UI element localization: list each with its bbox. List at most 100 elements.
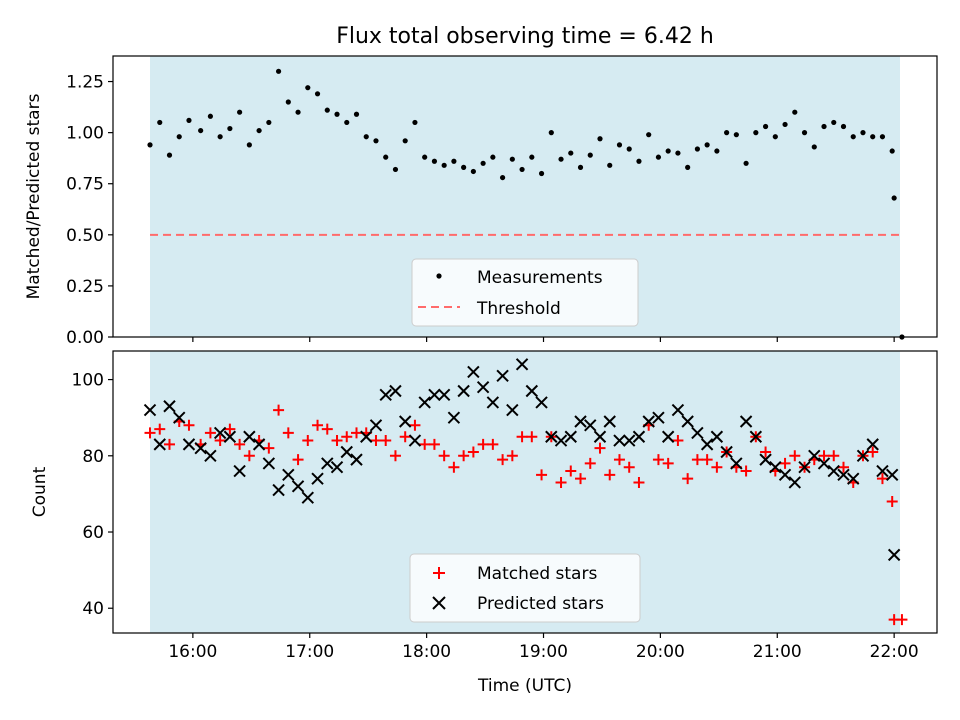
matched-star-point: [604, 469, 616, 481]
measurement-point: [529, 154, 535, 160]
measurement-point: [577, 164, 584, 170]
predicted-star-point: [876, 464, 889, 478]
matched-star-point: [740, 465, 752, 477]
predicted-star-point: [603, 415, 616, 428]
predicted-star-point: [720, 445, 733, 459]
measurement-point: [480, 160, 486, 166]
measurement-point: [285, 99, 291, 105]
x-tick-label: 20:00: [636, 642, 685, 662]
matched-star-point: [575, 473, 587, 485]
predicted-star-point: [476, 380, 490, 394]
predicted-star-point: [885, 468, 899, 482]
matched-star-point: [672, 435, 684, 447]
measurement-point: [860, 130, 866, 136]
matched-star-point: [691, 454, 703, 466]
measurement-point: [636, 158, 642, 164]
predicted-star-point: [554, 434, 568, 447]
measurement-point: [568, 150, 574, 156]
measurement-point: [587, 152, 593, 158]
x-axis-label: Time (UTC): [477, 676, 572, 696]
matched-star-point: [350, 427, 362, 439]
measurement-point: [607, 162, 613, 168]
matched-star-point: [623, 461, 635, 473]
bottom-y-tick-label: 40: [82, 599, 104, 619]
matched-star-point: [448, 461, 460, 473]
matched-star-point: [536, 469, 548, 481]
measurement-point: [402, 138, 408, 144]
matched-star-point: [341, 431, 353, 443]
measurement-point: [373, 138, 379, 144]
measurement-point: [850, 134, 856, 140]
measurement-point: [451, 158, 457, 164]
measurement-point: [256, 127, 262, 134]
matched-star-point: [886, 496, 898, 508]
matched-star-point: [243, 450, 255, 462]
matched-star-point: [789, 450, 801, 462]
figure-title: Flux total observing time = 6.42 h: [336, 24, 714, 49]
measurement-point: [207, 113, 213, 119]
measurement-point: [548, 130, 554, 136]
matched-star-point: [183, 419, 195, 431]
predicted-star-point: [153, 438, 166, 451]
predicted-star-point: [272, 483, 285, 497]
matched-star-point: [467, 446, 479, 458]
matched-star-point: [760, 446, 772, 458]
predicted-star-point: [194, 441, 207, 455]
top-y-tick-label: 0.50: [66, 226, 104, 246]
predicted-star-point: [350, 453, 363, 466]
predicted-star-point: [243, 430, 256, 443]
x-tick-label: 16:00: [168, 642, 217, 662]
matched-star-point: [779, 457, 791, 469]
measurement-point: [295, 109, 301, 115]
matched-star-point: [633, 476, 645, 488]
measurement-point: [392, 166, 399, 173]
measurement-point: [461, 164, 467, 170]
predicted-star-point: [866, 438, 879, 451]
matched-star-point: [144, 427, 156, 439]
measurement-point: [665, 148, 671, 154]
measurement-point: [675, 150, 681, 156]
measurement-point: [324, 107, 330, 113]
measurement-point: [811, 144, 817, 150]
matched-star-point: [477, 438, 489, 450]
measurement-point: [704, 142, 710, 148]
predicted-star-point: [691, 426, 704, 440]
measurement-point: [227, 125, 233, 132]
measurement-point: [558, 156, 564, 162]
top-axes-frame: [112, 55, 938, 338]
top-y-tick-label: 0.25: [66, 277, 104, 297]
measurement-point: [724, 130, 730, 136]
legend-matched-label: Matched stars: [477, 564, 597, 584]
x-tick-label: 21:00: [753, 642, 802, 662]
predicted-star-point: [837, 468, 850, 482]
matched-star-point: [506, 450, 518, 462]
matched-star-point: [380, 435, 392, 447]
predicted-star-point: [817, 457, 831, 470]
legend-matched-marker: [433, 567, 445, 579]
matched-star-point: [662, 457, 674, 469]
x-tick-label: 17:00: [285, 642, 334, 662]
measurement-point: [334, 111, 340, 117]
bottom-y-tick-label: 80: [82, 447, 104, 467]
matched-star-point: [828, 450, 840, 462]
predicted-star-point: [808, 449, 821, 463]
matched-star-point: [526, 431, 538, 443]
measurement-point: [646, 132, 652, 138]
measurement-point: [821, 123, 827, 130]
legend-measurements-label: Measurements: [477, 268, 603, 288]
matched-star-point: [711, 461, 723, 473]
matched-star-point: [584, 457, 596, 469]
measurement-point: [685, 164, 691, 170]
matched-star-point: [896, 614, 908, 626]
predicted-star-point: [428, 388, 441, 402]
measurement-point: [217, 134, 223, 140]
predicted-star-point: [389, 384, 402, 398]
measurement-point: [889, 148, 895, 154]
predicted-star-point: [593, 430, 607, 443]
matched-star-point: [409, 419, 421, 431]
measurement-point: [597, 136, 603, 142]
measurement-point: [870, 134, 876, 140]
predicted-star-point: [730, 457, 743, 470]
predicted-star-point: [223, 430, 237, 443]
top-y-axis-label: Matched/Predicted stars: [24, 93, 44, 299]
